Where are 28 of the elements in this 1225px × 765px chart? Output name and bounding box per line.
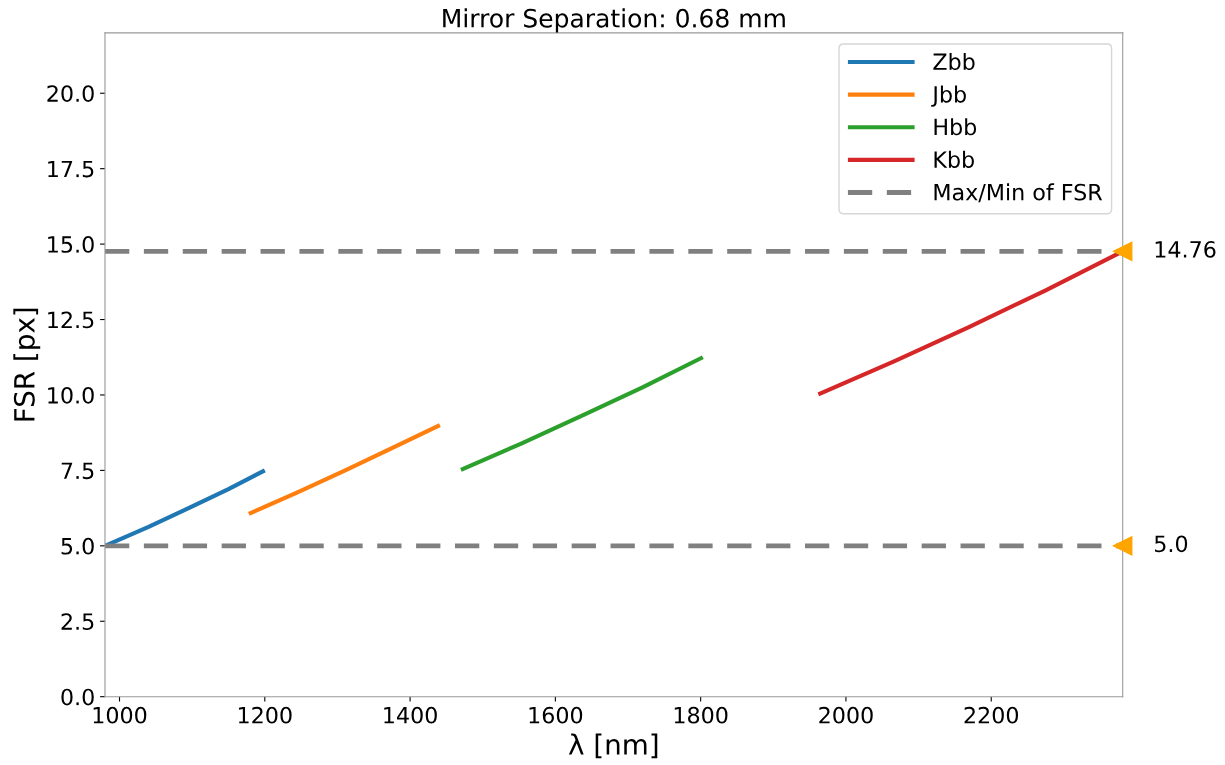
y-tick-label: 17.5	[48, 160, 94, 178]
legend-label: Jbb	[931, 85, 966, 107]
y-tick-label: 15.0	[48, 236, 94, 253]
legend-label: Max/Min of FSR	[934, 183, 1103, 203]
x-tick-label: 2000	[819, 706, 873, 724]
x-tick-label: 1000	[93, 706, 147, 724]
legend-label: Zbb	[933, 52, 975, 71]
y-tick-label: 0.0	[61, 688, 94, 706]
legend-label: Kbb	[934, 150, 974, 168]
y-tick-label: 5.0	[61, 537, 94, 555]
y-tick-label: 2.5	[61, 613, 94, 631]
x-tick-label: 1400	[384, 706, 437, 724]
legend-label: Hbb	[934, 118, 977, 136]
x-tick-label: 1800	[674, 706, 728, 724]
y-tick-label: 20.0	[47, 85, 94, 102]
x-tick-label: 1200	[238, 706, 292, 724]
x-tick-label: 1600	[529, 706, 583, 724]
y-tick-label: 12.5	[48, 311, 94, 329]
annotation: 5.0	[1154, 535, 1188, 553]
x-axis-title: λ [nm]	[568, 733, 658, 759]
chart-title: Mirror Separation: 0.68 mm	[443, 8, 785, 33]
y-tick-label: 10.0	[48, 386, 94, 404]
annotation: 14.76	[1155, 240, 1216, 258]
y-axis-title: FSR [px]	[13, 308, 41, 421]
y-tick-label: 7.5	[61, 462, 94, 480]
line-series	[458, 355, 705, 472]
line-series	[246, 423, 442, 516]
x-tick-label: 2200	[964, 706, 1019, 724]
